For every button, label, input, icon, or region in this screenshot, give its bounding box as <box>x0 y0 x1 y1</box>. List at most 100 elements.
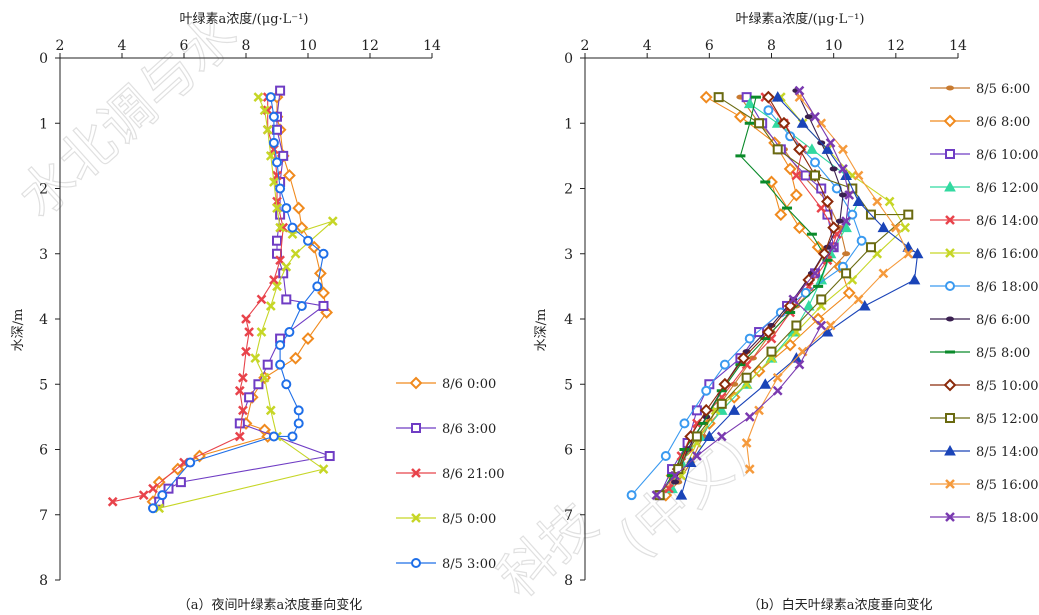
data-point <box>759 378 772 389</box>
data-point <box>903 209 914 220</box>
data-point <box>238 372 248 383</box>
x-tick-label: 4 <box>118 38 127 54</box>
data-point <box>716 431 727 442</box>
y-tick-label: 7 <box>564 508 573 524</box>
legend-marker-stroke-b <box>945 215 955 225</box>
data-point <box>791 320 802 331</box>
legend-marker-stroke-b <box>945 248 955 258</box>
data-point <box>275 340 286 351</box>
data-point-stroke-b <box>265 301 276 311</box>
data-point <box>287 222 298 233</box>
data-point <box>670 470 681 481</box>
data-point <box>250 353 261 364</box>
series-line <box>656 90 850 496</box>
data-point <box>825 320 836 331</box>
data-point <box>301 332 315 345</box>
data-point-stroke-b <box>269 177 279 187</box>
series-8-6-21-00 <box>107 92 289 507</box>
data-point <box>268 111 279 122</box>
data-point <box>691 405 702 416</box>
data-point <box>318 300 329 311</box>
y-axis-title: 水深/m <box>11 309 26 352</box>
y-tick-label: 8 <box>564 573 573 589</box>
y-tick-label: 3 <box>564 247 573 263</box>
series-8-6-10-00 <box>654 92 839 501</box>
legend-entry: 8/6 21:00 <box>396 467 505 482</box>
data-point <box>317 286 330 300</box>
series-line <box>631 109 863 496</box>
data-point <box>761 90 775 104</box>
data-point-stroke-b <box>791 170 802 181</box>
legend-marker <box>945 479 955 489</box>
series-line <box>159 96 334 509</box>
data-point <box>744 411 755 422</box>
legend-entry: 8/6 16:00 <box>930 247 1039 262</box>
legend-entry: 8/5 18:00 <box>930 511 1039 526</box>
data-point <box>660 451 671 462</box>
data-point <box>810 157 821 168</box>
data-point <box>703 430 716 441</box>
data-point-stroke-b <box>272 281 282 292</box>
data-point <box>148 483 158 494</box>
data-point <box>772 385 783 396</box>
data-point <box>815 273 828 285</box>
data-point-stroke-b <box>244 327 254 337</box>
legend: 8/5 6:00 8/6 8:00 8/6 10:00 8/6 12:00 8/6 14… <box>930 82 1039 526</box>
data-point <box>853 294 864 305</box>
legend-entry: 8/5 6:00 <box>930 82 1030 97</box>
legend-label: 8/5 10:00 <box>976 379 1039 394</box>
data-point-stroke-b <box>238 372 248 383</box>
data-point <box>796 117 809 128</box>
data-point <box>313 266 327 280</box>
data-point <box>841 268 852 279</box>
data-point <box>877 221 890 233</box>
data-point-stroke-b <box>241 346 251 357</box>
legend-entry: 8/5 14:00 <box>930 444 1039 460</box>
legend-label: 8/5 3:00 <box>442 557 496 572</box>
data-point <box>719 359 730 370</box>
data-point <box>794 359 805 370</box>
data-point <box>810 268 820 279</box>
legend-marker <box>411 513 421 523</box>
data-point <box>253 92 264 103</box>
data-point <box>763 105 774 116</box>
data-point <box>822 258 833 262</box>
data-point-stroke-b <box>847 274 858 285</box>
data-point <box>853 170 864 181</box>
data-point <box>701 385 712 396</box>
legend-marker <box>945 350 955 354</box>
x-axis-title: 叶绿素a浓度/(μg·L⁻¹) <box>180 11 309 27</box>
data-point <box>289 351 303 365</box>
data-point-stroke-b <box>250 353 261 364</box>
data-point <box>272 203 282 213</box>
legend-label: 8/6 12:00 <box>976 181 1039 196</box>
data-point <box>185 457 196 468</box>
legend-entry: 8/6 0:00 <box>396 376 496 392</box>
data-point <box>284 327 295 338</box>
data-point <box>743 97 756 109</box>
legend-marker <box>411 468 421 478</box>
legend-label: 8/5 18:00 <box>976 511 1039 526</box>
series-line <box>158 90 332 503</box>
legend-entry: 8/6 8:00 <box>930 114 1030 130</box>
data-point-stroke-b <box>878 268 889 279</box>
legend-label: 8/5 12:00 <box>976 412 1039 427</box>
watermark-right-a: 科技 <box>487 491 609 610</box>
legend-label: 8/6 21:00 <box>442 467 505 482</box>
y-tick-label: 2 <box>564 182 573 198</box>
data-point <box>858 299 871 311</box>
data-point <box>667 474 678 478</box>
data-point <box>788 294 799 305</box>
x-tick-label: 10 <box>825 38 843 54</box>
data-point-stroke-b <box>744 411 755 422</box>
legend-marker <box>945 248 955 258</box>
data-point-stroke-b <box>903 248 914 259</box>
series-line <box>671 103 860 489</box>
data-point <box>838 164 848 174</box>
data-point-stroke-b <box>788 294 799 305</box>
legend-entry: 8/5 12:00 <box>930 412 1039 427</box>
data-point <box>675 489 688 500</box>
data-point <box>844 190 855 200</box>
data-point-stroke-b <box>256 294 267 305</box>
data-point <box>828 242 839 253</box>
